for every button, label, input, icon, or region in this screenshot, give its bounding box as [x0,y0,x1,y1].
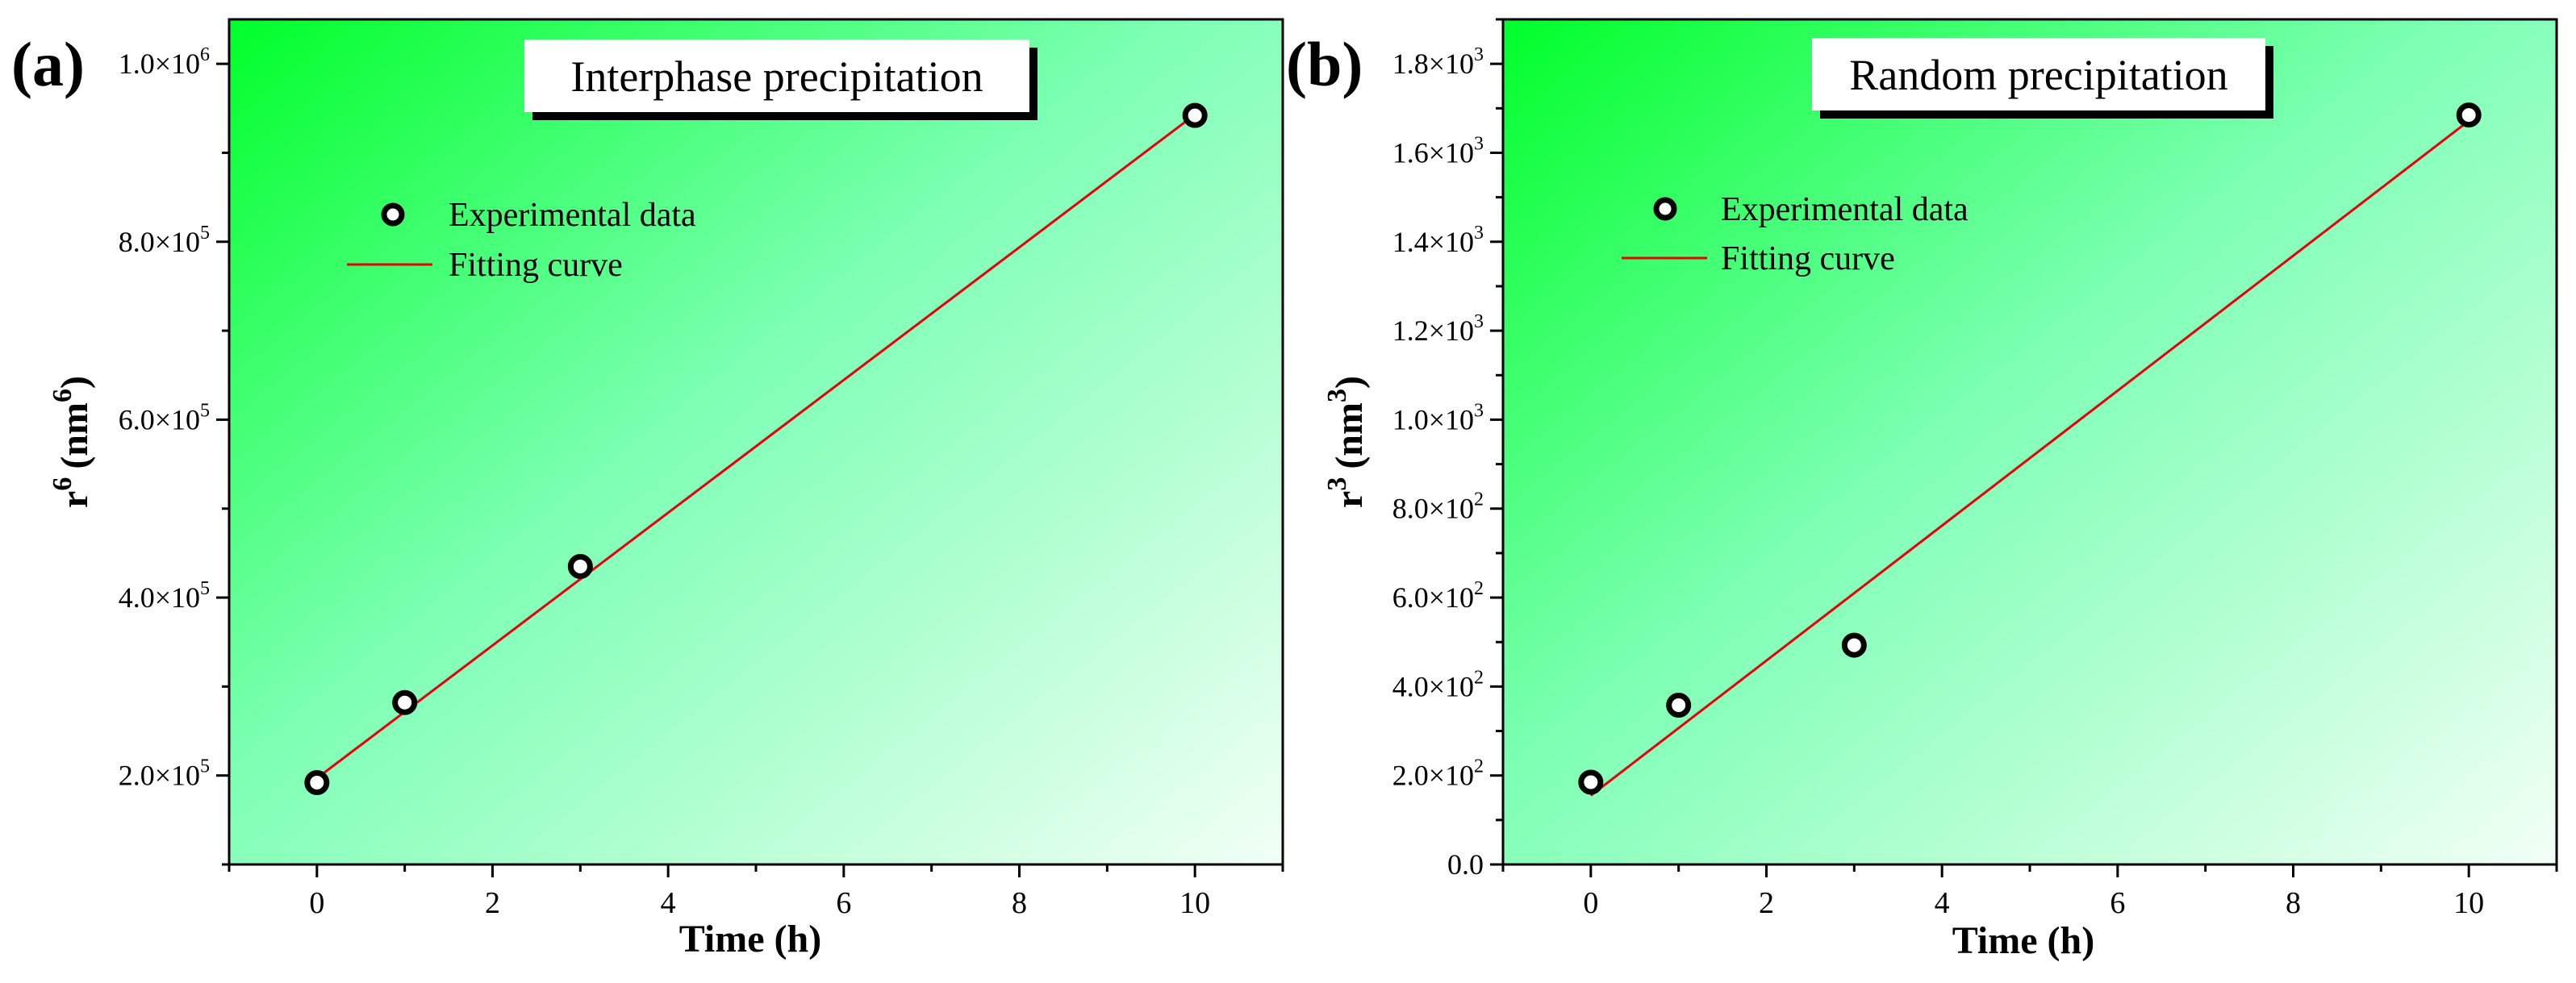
legend-b: Experimental data Fitting curve [1622,191,1969,277]
y-axis-title-unit-sup-b: 3 [1322,389,1352,402]
data-point-a [392,689,418,715]
y-axis-title-sup-b: 3 [1322,477,1352,491]
legend-label-fit-b: Fitting curve [1721,240,1895,277]
x-tick-label-a: 4 [661,886,676,920]
data-layer-a [304,102,1208,796]
y-tick-label-b: 1.0×103 [1392,400,1484,435]
y-axis-title-close-a: ) [53,376,96,389]
y-axis-title-sup-a: 6 [48,477,77,491]
data-point-b [1578,769,1604,795]
y-tick-label-b: 2.0×102 [1392,756,1484,792]
x-axis-title-b: Time (h) [1952,919,2094,962]
y-axis-title-unit-a: (nm [53,402,96,469]
axes-b: 0 2 4 6 8 10 0.0 2.0×102 4.0×102 6.0×102 8.0×102 1.… [1392,18,2558,920]
y-tick-label-b: 8.0×102 [1392,489,1484,525]
x-tick-label-a: 8 [1012,886,1027,920]
panel-label-a: (a) [11,29,85,99]
x-tick-label-b: 4 [1935,886,1950,920]
data-point-b [1666,693,1692,719]
panel-b: (b) Random precipitation Experimental da… [1286,18,2558,962]
data-layer-b [1578,102,2482,797]
y-tick-label-a: 8.0×105 [119,223,210,258]
legend-a: Experimental data Fitting curve [347,197,696,284]
chart-title-a: Interphase precipitation [570,52,983,101]
panel-label-b: (b) [1286,29,1363,99]
x-tick-label-a: 10 [1179,886,1210,920]
x-tick-label-b: 10 [2453,886,2484,920]
legend-label-fit-a: Fitting curve [449,247,623,284]
y-axis-title-a: r6(nm6) [48,376,96,508]
y-tick-label-a: 1.0×106 [119,44,210,80]
y-tick-label-b: 1.6×103 [1392,133,1484,169]
data-point-b [1841,632,1867,658]
y-tick-label-b: 1.4×103 [1392,223,1484,258]
legend-label-experimental-a: Experimental data [449,197,696,234]
fit-line-a [315,113,1196,780]
y-tick-label-a: 4.0×105 [119,578,210,614]
data-point-b [2456,102,2482,128]
title-box-b: Random precipitation [1812,38,2273,119]
y-axis-title-unit-sup-a: 6 [48,389,77,402]
data-point-a [1182,102,1208,128]
y-axis-title-close-b: ) [1328,376,1371,389]
x-axis-title-a: Time (h) [679,918,821,960]
x-tick-label-b: 0 [1583,886,1598,920]
x-tick-label-a: 2 [485,886,500,920]
y-tick-label-b: 0.0 [1447,848,1484,881]
title-box-a: Interphase precipitation [524,40,1037,120]
panel-a: (a) Interphase precipitation Experimenta… [11,18,1284,960]
chart-title-b: Random precipitation [1849,51,2227,99]
x-tick-label-a: 6 [836,886,851,920]
x-tick-label-b: 2 [1759,886,1774,920]
y-axis-title-b: r3(nm3) [1322,376,1371,508]
y-tick-label-b: 1.8×103 [1392,44,1484,80]
legend-label-experimental-b: Experimental data [1721,191,1969,228]
y-tick-label-a: 2.0×105 [119,756,210,792]
y-axis-title-base-b: r [1328,491,1371,508]
plot-area-a [228,18,1284,866]
x-tick-label-a: 0 [309,886,324,920]
x-tick-label-b: 6 [2110,886,2125,920]
plot-area-b [1501,18,2558,866]
y-tick-label-b: 1.2×103 [1392,311,1484,347]
axes-a: 0 2 4 6 8 10 2.0×105 4.0×105 6.0×105 8.0×105 1.0×1… [119,44,1284,920]
y-tick-label-b: 4.0×102 [1392,667,1484,702]
data-point-a [304,770,330,796]
data-point-a [567,553,593,579]
legend-marker-experimental-a [381,202,405,227]
y-tick-label-b: 6.0×102 [1392,578,1484,614]
fit-line-b [1589,119,2470,797]
y-tick-label-a: 6.0×105 [119,400,210,435]
legend-marker-experimental-b [1653,197,1677,221]
y-axis-title-unit-b: (nm [1328,402,1371,469]
y-axis-title-base-a: r [53,491,96,508]
x-tick-label-b: 8 [2286,886,2301,920]
